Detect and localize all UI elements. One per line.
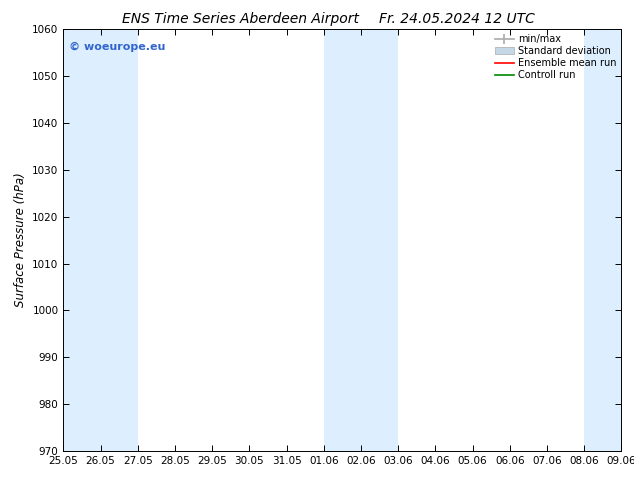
Bar [63,29,101,451]
Bar [101,29,138,451]
Y-axis label: Surface Pressure (hPa): Surface Pressure (hPa) [14,173,27,308]
Text: ENS Time Series Aberdeen Airport: ENS Time Series Aberdeen Airport [122,12,359,26]
Text: Fr. 24.05.2024 12 UTC: Fr. 24.05.2024 12 UTC [378,12,534,26]
Bar [361,29,398,451]
Bar [584,29,621,451]
Text: © woeurope.eu: © woeurope.eu [69,42,165,52]
Legend: min/max, Standard deviation, Ensemble mean run, Controll run: min/max, Standard deviation, Ensemble me… [493,32,618,82]
Bar [324,29,361,451]
